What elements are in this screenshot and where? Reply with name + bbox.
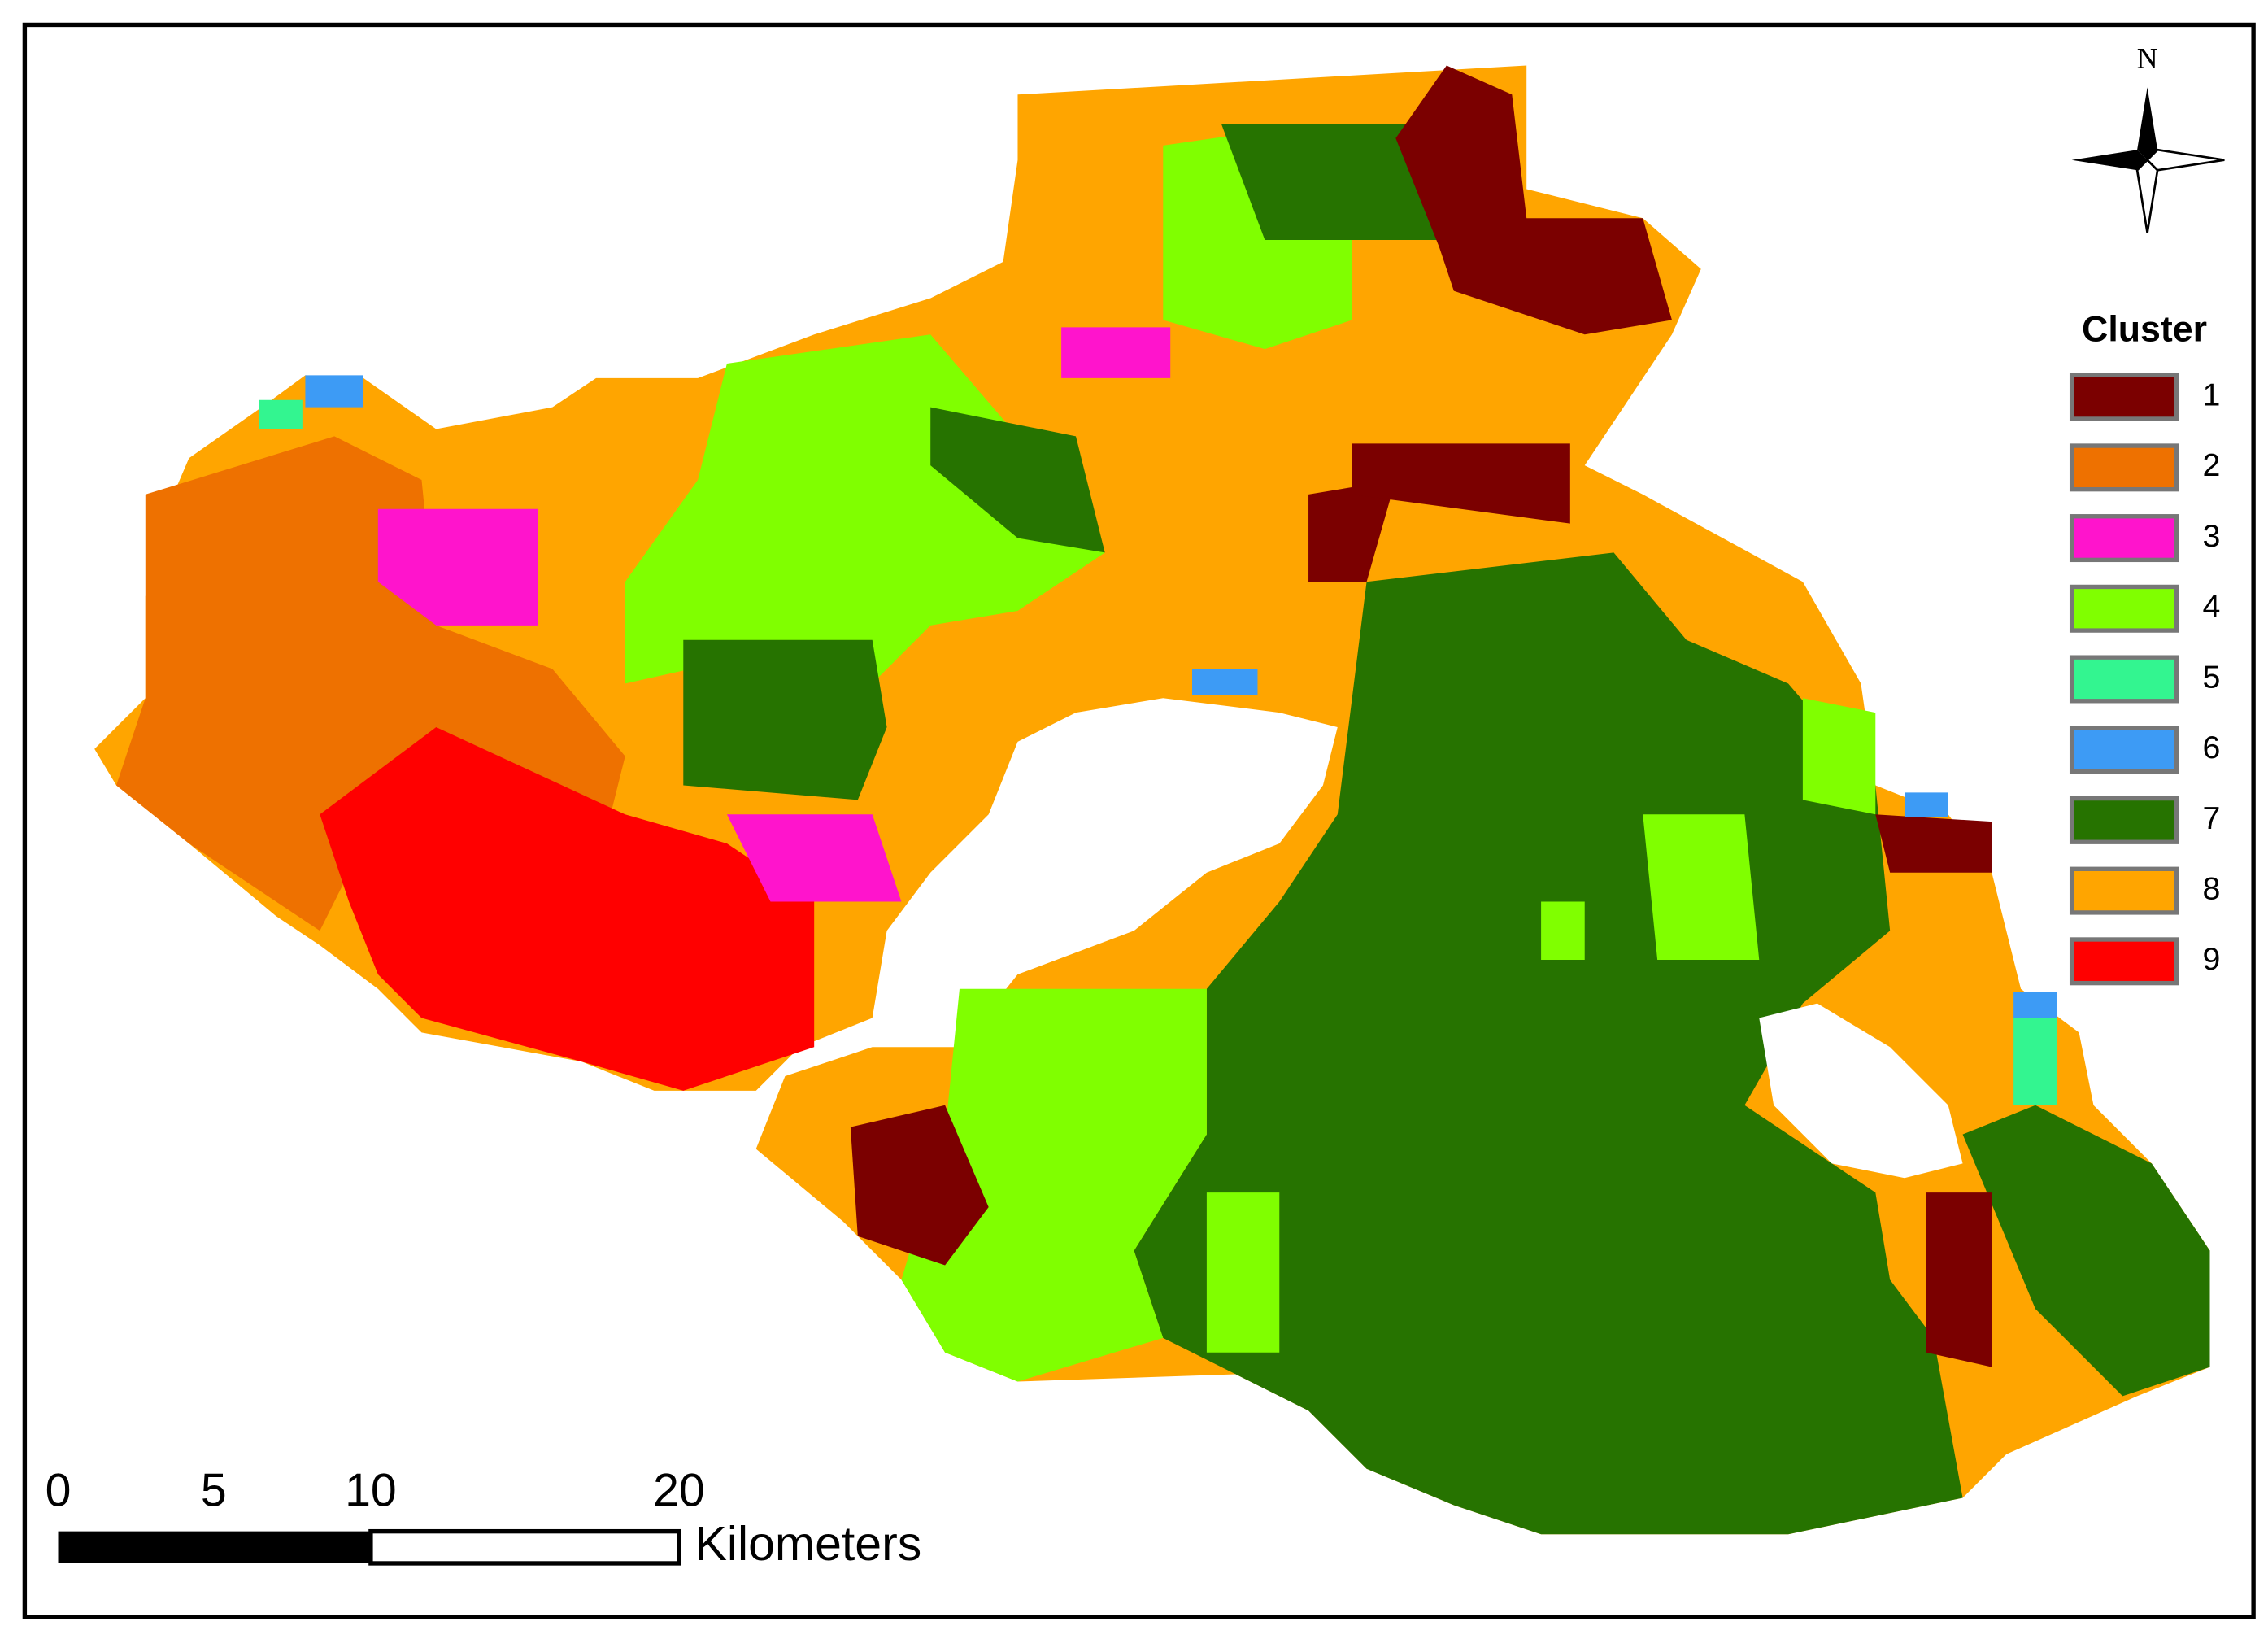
scale-unit: Kilometers bbox=[695, 1517, 922, 1571]
scale-tick-label: 5 bbox=[201, 1464, 227, 1516]
region bbox=[1541, 901, 1585, 961]
region bbox=[1221, 124, 1461, 241]
cluster-map bbox=[94, 65, 2210, 1535]
region bbox=[2013, 992, 2057, 1018]
region bbox=[1643, 814, 1760, 961]
scale-tick-label: 20 bbox=[653, 1464, 705, 1516]
region bbox=[726, 814, 902, 902]
scale-bar: Kilometers 0 5 10 20 bbox=[46, 1464, 922, 1571]
legend-title: Cluster bbox=[2082, 309, 2207, 349]
region bbox=[683, 639, 887, 800]
north-label: N bbox=[2137, 41, 2158, 74]
region bbox=[2013, 1018, 2057, 1105]
legend-swatch bbox=[2069, 937, 2179, 986]
arrow-point bbox=[2071, 150, 2148, 171]
region-gap bbox=[1759, 1003, 1963, 1179]
legend-swatch bbox=[2069, 514, 2179, 563]
legend-swatch bbox=[2069, 796, 2179, 844]
legend-swatch bbox=[2069, 443, 2179, 492]
scale-segment bbox=[58, 1531, 371, 1563]
legend-label: 2 bbox=[2203, 447, 2221, 483]
region bbox=[930, 407, 1105, 553]
region bbox=[1061, 327, 1171, 378]
legend-swatch bbox=[2069, 655, 2179, 704]
legend: 1 2 3 4 5 6 7 8 9 bbox=[2069, 373, 2221, 986]
region bbox=[259, 399, 303, 429]
legend-label: 8 bbox=[2203, 870, 2221, 906]
legend-label: 3 bbox=[2203, 518, 2221, 554]
region bbox=[901, 988, 1207, 1382]
legend-label: 4 bbox=[2203, 589, 2221, 625]
arrow-point bbox=[2137, 87, 2158, 160]
region bbox=[1134, 552, 1963, 1535]
scale-segment bbox=[368, 1528, 681, 1566]
legend-swatch bbox=[2069, 373, 2179, 421]
region bbox=[1206, 1192, 1280, 1353]
region bbox=[1875, 814, 1992, 873]
region bbox=[305, 375, 363, 408]
region bbox=[1352, 443, 1570, 524]
legend-swatch bbox=[2069, 866, 2179, 915]
legend-label: 9 bbox=[2203, 941, 2221, 977]
scale-tick-label: 0 bbox=[46, 1464, 72, 1516]
region bbox=[1192, 669, 1258, 695]
legend-swatch bbox=[2069, 584, 2179, 633]
region bbox=[377, 508, 538, 626]
region bbox=[1395, 65, 1672, 335]
north-arrow: N bbox=[2071, 41, 2225, 233]
legend-label: 1 bbox=[2203, 377, 2221, 413]
arrow-point bbox=[2145, 148, 2225, 172]
legend-swatch bbox=[2069, 726, 2179, 774]
legend-label: 5 bbox=[2203, 659, 2221, 695]
region bbox=[1926, 1192, 1992, 1367]
region bbox=[1905, 792, 1948, 817]
region bbox=[320, 726, 815, 1091]
legend-label: 6 bbox=[2203, 730, 2221, 765]
region bbox=[1962, 1105, 2210, 1397]
region bbox=[1802, 698, 1876, 815]
legend-label: 7 bbox=[2203, 800, 2221, 836]
scale-tick-label: 10 bbox=[345, 1464, 397, 1516]
region bbox=[850, 1105, 989, 1266]
